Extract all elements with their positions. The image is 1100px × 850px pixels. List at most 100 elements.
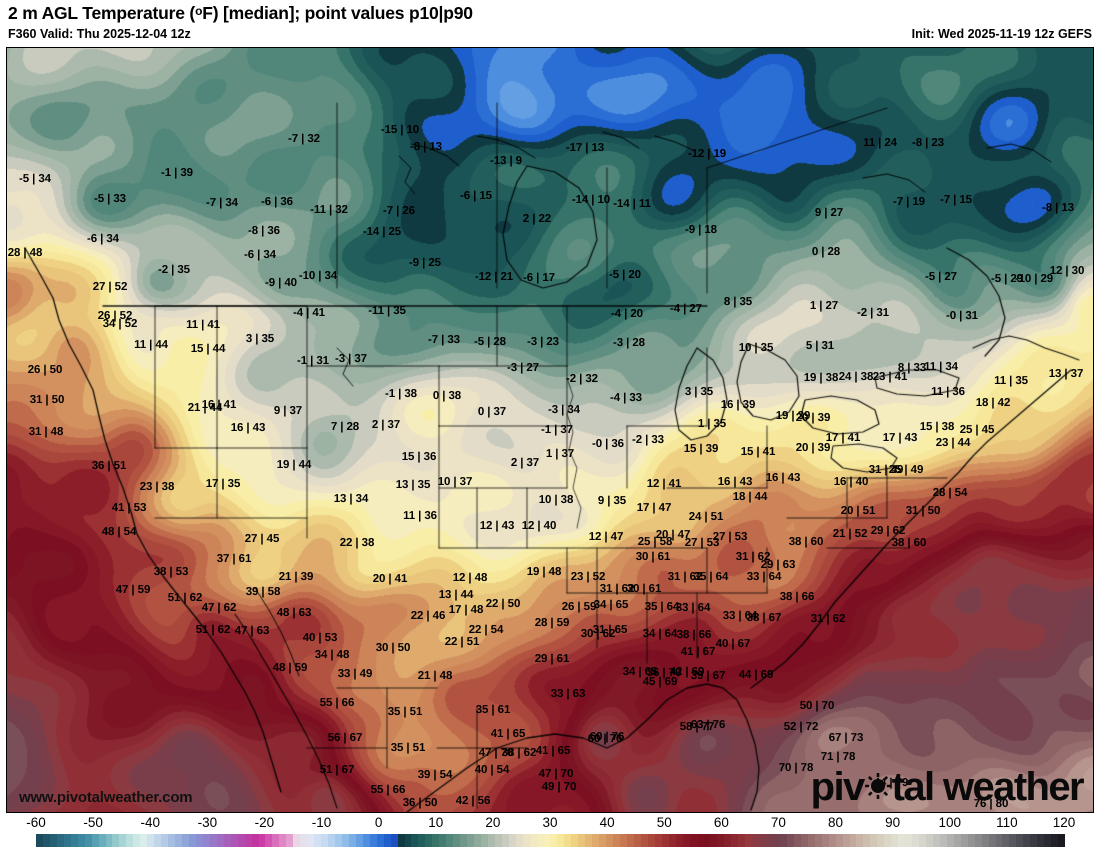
color-scale-segment	[175, 834, 183, 847]
color-scale-segment	[620, 834, 628, 847]
color-scale-segment	[1030, 834, 1038, 847]
color-scale-segment	[606, 834, 614, 847]
color-scale-segment	[202, 834, 210, 847]
color-scale-segment	[432, 834, 440, 847]
color-scale-segment	[891, 834, 899, 847]
temperature-map[interactable]: -5 | 34 -5 | 33 -6 | 34 28 | 48 27 | 52 26 | …	[6, 47, 1094, 813]
color-scale-segment	[856, 834, 864, 847]
color-scale-segment	[717, 834, 725, 847]
color-scale-segment	[161, 834, 169, 847]
color-scale-segment	[56, 834, 64, 847]
color-scale-segment	[668, 834, 676, 847]
color-scale-segment	[745, 834, 753, 847]
color-scale-tick: -50	[83, 815, 103, 830]
color-scale-segment	[515, 834, 523, 847]
color-scale-tick: 20	[485, 815, 501, 830]
color-scale-segment	[112, 834, 120, 847]
color-scale-segment	[863, 834, 871, 847]
color-scale-segment	[557, 834, 565, 847]
color-scale-segment	[884, 834, 892, 847]
color-scale-segment	[279, 834, 287, 847]
color-scale-segment	[140, 834, 148, 847]
color-scale-segment	[779, 834, 787, 847]
color-scale-segment	[578, 834, 586, 847]
color-scale-segment	[91, 834, 99, 847]
color-scale-segment	[828, 834, 836, 847]
color-scale-tick: 10	[428, 815, 444, 830]
color-scale-segment	[793, 834, 801, 847]
model-init-label: Init: Wed 2025-11-19 12z GEFS	[911, 27, 1092, 41]
color-scale-segment	[564, 834, 572, 847]
color-scale-segment	[689, 834, 697, 847]
color-scale-segment	[675, 834, 683, 847]
color-scale-segment	[487, 834, 495, 847]
color-scale-segment	[960, 834, 968, 847]
color-scale-tick: 60	[713, 815, 729, 830]
site-url-watermark: www.pivotalweather.com	[19, 789, 193, 806]
color-scale-segment	[585, 834, 593, 847]
color-scale-tick: 90	[885, 815, 901, 830]
color-scale-segment	[154, 834, 162, 847]
color-scale-segment	[70, 834, 78, 847]
color-scale-segment	[1044, 834, 1052, 847]
color-scale-segment	[411, 834, 419, 847]
color-scale-segment	[870, 834, 878, 847]
color-scale-segment	[188, 834, 196, 847]
color-scale-segment	[404, 834, 412, 847]
color-scale-segment	[633, 834, 641, 847]
color-scale-segment	[328, 834, 335, 847]
title-rest-text: ) [median]; point values p10|p90	[212, 3, 473, 23]
degree-symbol: o	[195, 4, 203, 18]
color-scale-tick: 80	[828, 815, 844, 830]
color-scale-segment	[807, 834, 815, 847]
color-scale-tick: 50	[656, 815, 672, 830]
color-scale-tick: 120	[1052, 815, 1076, 830]
color-scale-segment	[209, 834, 217, 847]
color-scale-segment	[307, 834, 315, 847]
color-scale-segment	[376, 834, 384, 847]
color-scale-segment	[877, 834, 885, 847]
color-scale-segment	[696, 834, 704, 847]
forecast-valid-label: F360 Valid: Thu 2025-12-04 12z	[8, 27, 191, 41]
color-scale-segment	[1002, 834, 1010, 847]
color-scale-segment	[710, 834, 718, 847]
color-scale-tick: 70	[770, 815, 786, 830]
color-scale-segment	[453, 834, 461, 847]
color-scale-segment	[314, 834, 322, 847]
color-scale-segment	[731, 834, 739, 847]
color-scale-segment	[265, 834, 273, 847]
temperature-raster	[7, 48, 1093, 812]
color-scale-segment	[84, 834, 92, 847]
color-scale-segment	[724, 834, 732, 847]
color-scale-segment	[627, 834, 634, 847]
color-scale-segment	[460, 834, 468, 847]
color-scale-segment	[467, 834, 475, 847]
color-scale-tick: -20	[254, 815, 275, 830]
color-scale-segment	[126, 834, 134, 847]
color-scale-segment	[77, 834, 85, 847]
color-scale-segment	[182, 834, 189, 847]
color-scale-segment	[98, 834, 106, 847]
color-scale-segment	[36, 834, 43, 847]
color-scale-segment	[919, 834, 926, 847]
color-scale-segment	[522, 834, 530, 847]
color-scale-segment	[738, 834, 746, 847]
color-scale-segment	[258, 834, 266, 847]
logo-text-part1: piv	[810, 765, 866, 809]
color-scale-segment	[682, 834, 690, 847]
color-scale-segment	[1009, 834, 1017, 847]
color-scale-segment	[640, 834, 648, 847]
color-scale-segment	[474, 834, 481, 847]
color-scale-segment	[759, 834, 767, 847]
color-scale-segment	[599, 834, 607, 847]
pivotal-weather-logo: piv	[810, 765, 1085, 810]
color-scale-segment	[849, 834, 857, 847]
title-main-text: 2 m AGL Temperature (	[8, 3, 196, 23]
color-scale-segment	[49, 834, 57, 847]
color-scale-segment	[42, 834, 50, 847]
color-scale-segment	[995, 834, 1003, 847]
color-scale-segment	[550, 834, 558, 847]
color-scale-segment	[501, 834, 509, 847]
color-scale-segment	[988, 834, 996, 847]
color-scale-segment	[251, 834, 259, 847]
